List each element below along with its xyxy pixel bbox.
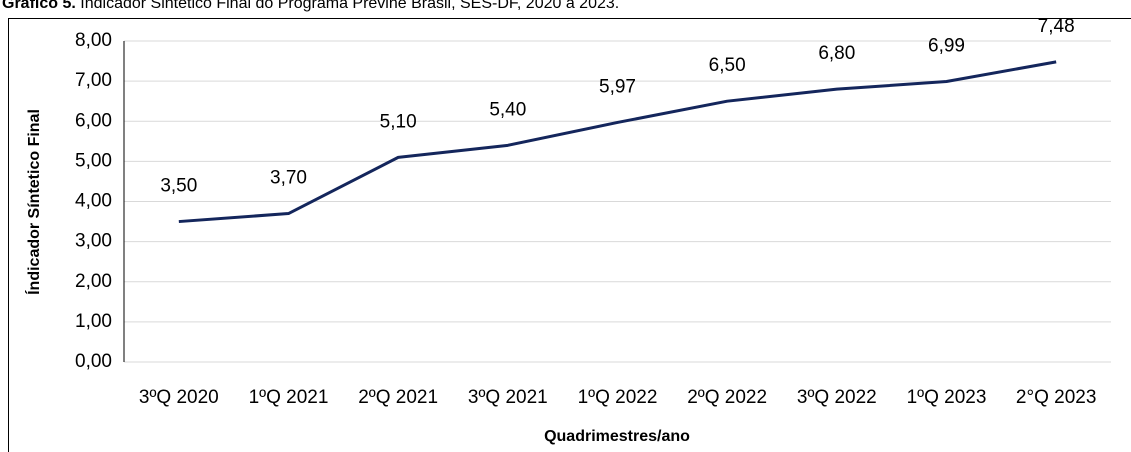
- data-label: 6,99: [928, 36, 965, 57]
- chart-title: Gráfico 5. Indicador Sintético Final do …: [2, 0, 619, 12]
- data-label: 3,50: [160, 176, 197, 197]
- x-tick-label: 3ºQ 2022: [797, 387, 877, 408]
- title-text: Indicador Sintético Final do Programa Pr…: [80, 0, 619, 12]
- chart-border: [8, 18, 1131, 452]
- y-tick-label: 1,00: [75, 311, 112, 332]
- y-tick-label: 3,00: [75, 231, 112, 252]
- x-axis-title: Quadrimestres/ano: [544, 428, 690, 445]
- x-tick-label: 3ºQ 2021: [468, 387, 548, 408]
- y-tick-label: 6,00: [75, 110, 112, 131]
- y-tick-label: 8,00: [75, 30, 112, 51]
- data-label: 3,70: [270, 168, 307, 189]
- y-tick-label: 5,00: [75, 150, 112, 171]
- y-tick-label: 4,00: [75, 191, 112, 212]
- x-tick-label: 2ºQ 2021: [358, 387, 438, 408]
- title-label: Gráfico 5.: [2, 0, 76, 12]
- y-tick-label: 0,00: [75, 351, 112, 372]
- data-label: 5,10: [380, 111, 417, 132]
- data-label: 5,40: [489, 99, 526, 120]
- x-tick-label: 1ºQ 2021: [249, 387, 329, 408]
- x-tick-label: 2ºQ 2022: [687, 387, 767, 408]
- y-axis-title: Índicador Síntetico Final: [24, 109, 43, 295]
- x-tick-label: 2°Q 2023: [1016, 387, 1097, 408]
- y-tick-label: 7,00: [75, 70, 112, 91]
- data-label: 6,50: [709, 55, 746, 76]
- line: [178, 60, 1057, 224]
- data-label: 6,80: [818, 43, 855, 64]
- data-label: 5,97: [599, 76, 636, 97]
- data-label: 7,48: [1038, 16, 1075, 37]
- x-tick-label: 3ºQ 2020: [139, 387, 219, 408]
- x-tick-label: 1ºQ 2022: [578, 387, 658, 408]
- x-tick-label: 1ºQ 2023: [907, 387, 987, 408]
- y-tick-label: 2,00: [75, 271, 112, 292]
